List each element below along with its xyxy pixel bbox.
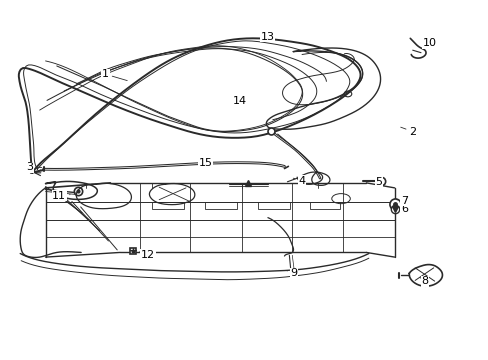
Text: 6: 6: [396, 204, 407, 214]
Text: 7: 7: [396, 196, 407, 206]
Text: 14: 14: [232, 96, 246, 107]
Text: 5: 5: [371, 177, 381, 187]
Text: 10: 10: [422, 38, 436, 48]
Text: 8: 8: [419, 276, 427, 286]
Text: 15: 15: [198, 158, 212, 168]
Text: 9: 9: [285, 268, 297, 278]
Text: 11: 11: [52, 191, 70, 201]
Text: 2: 2: [400, 127, 415, 136]
Text: 3: 3: [26, 162, 41, 172]
Text: 13: 13: [261, 32, 274, 41]
Text: 1: 1: [102, 69, 127, 81]
Text: 12: 12: [140, 249, 155, 260]
Text: 4: 4: [293, 176, 305, 186]
